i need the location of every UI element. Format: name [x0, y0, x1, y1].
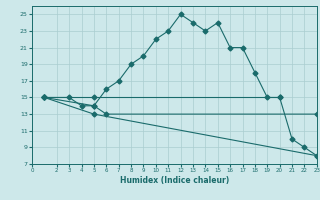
X-axis label: Humidex (Indice chaleur): Humidex (Indice chaleur): [120, 176, 229, 185]
